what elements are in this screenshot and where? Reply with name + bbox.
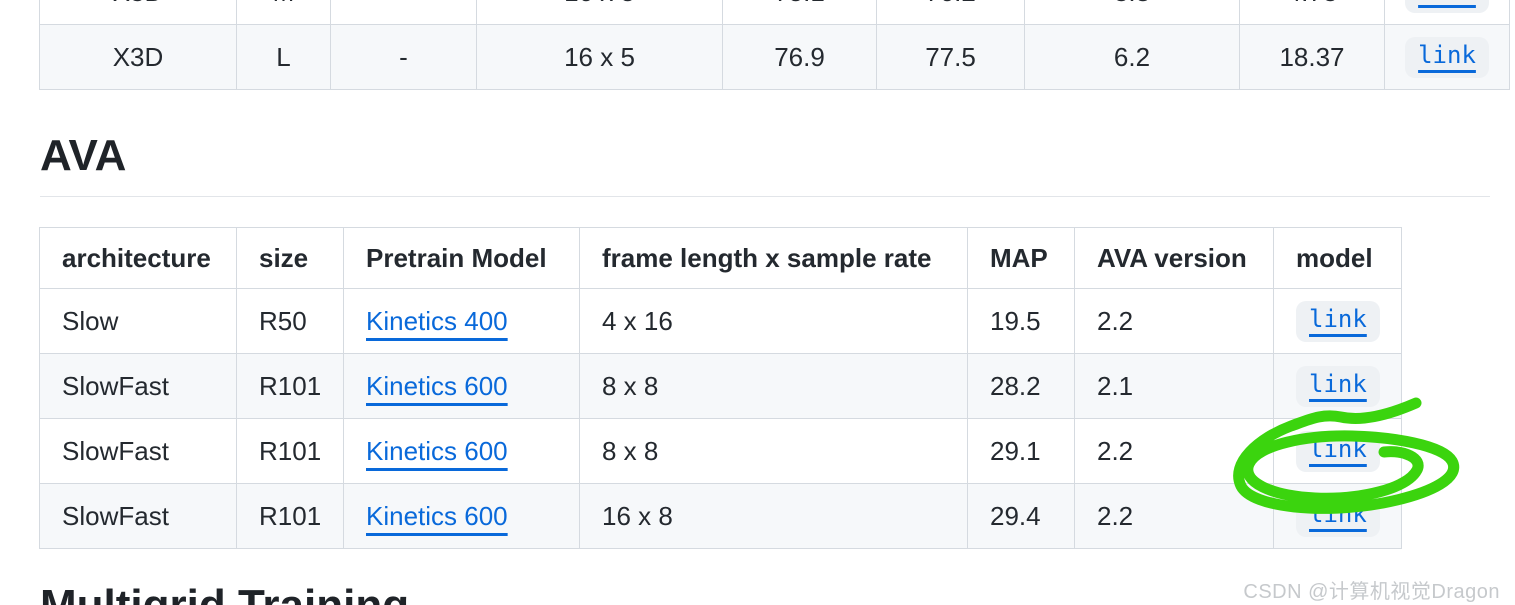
table-row: SlowFast R101 Kinetics 600 8 x 8 29.1 2.… bbox=[39, 418, 1402, 484]
cell-params: 3.8 bbox=[1024, 0, 1240, 25]
cell-map: 29.4 bbox=[967, 483, 1075, 549]
cell-architecture: SlowFast bbox=[39, 353, 237, 419]
cell-ava-version: 2.2 bbox=[1074, 288, 1274, 354]
col-header-pretrain-model: Pretrain Model bbox=[343, 227, 580, 289]
cell-ava-version: 2.2 bbox=[1074, 483, 1274, 549]
cell-architecture: X3D bbox=[39, 24, 237, 90]
section-heading-multigrid: Multigrid Training bbox=[40, 584, 409, 605]
pretrain-model-link[interactable]: Kinetics 600 bbox=[366, 370, 508, 401]
model-link[interactable]: link bbox=[1296, 365, 1380, 407]
csdn-watermark: CSDN @计算机视觉Dragon bbox=[1243, 581, 1500, 603]
cell-architecture: SlowFast bbox=[39, 483, 237, 549]
cell-model: link bbox=[1273, 418, 1402, 484]
cell-frame-rate: 8 x 8 bbox=[579, 418, 968, 484]
cell-top1: 76.9 bbox=[722, 24, 877, 90]
cell-model: link bbox=[1384, 24, 1510, 90]
col-header-frame-length: frame length x sample rate bbox=[579, 227, 968, 289]
cell-pretrain: Kinetics 600 bbox=[343, 483, 580, 549]
table-row: X3D L - 16 x 5 76.9 77.5 6.2 18.37 link bbox=[39, 24, 1510, 90]
cell-pretrain: - bbox=[330, 0, 477, 25]
cell-ava-version: 2.2 bbox=[1074, 418, 1274, 484]
cell-size: R101 bbox=[236, 418, 344, 484]
model-link[interactable]: link bbox=[1296, 495, 1380, 537]
cell-pretrain: - bbox=[330, 24, 477, 90]
cell-top1-30clip: 77.5 bbox=[876, 24, 1025, 90]
cell-flops: 18.37 bbox=[1239, 24, 1385, 90]
col-header-size: size bbox=[236, 227, 344, 289]
cell-map: 29.1 bbox=[967, 418, 1075, 484]
pretrain-model-link[interactable]: Kinetics 600 bbox=[366, 435, 508, 466]
table-row: SlowFast R101 Kinetics 600 16 x 8 29.4 2… bbox=[39, 483, 1402, 549]
cell-frame-rate: 4 x 16 bbox=[579, 288, 968, 354]
cell-map: 28.2 bbox=[967, 353, 1075, 419]
cell-size: M bbox=[236, 0, 331, 25]
col-header-ava-version: AVA version bbox=[1074, 227, 1274, 289]
cell-architecture: Slow bbox=[39, 288, 237, 354]
cell-model: link bbox=[1273, 288, 1402, 354]
cell-frame-rate: 8 x 8 bbox=[579, 353, 968, 419]
cell-size: R101 bbox=[236, 483, 344, 549]
cell-top1: 75.1 bbox=[722, 0, 877, 25]
cell-size: R101 bbox=[236, 353, 344, 419]
pretrain-model-link[interactable]: Kinetics 600 bbox=[366, 500, 508, 531]
pretrain-model-link[interactable]: Kinetics 400 bbox=[366, 305, 508, 336]
cell-params: 6.2 bbox=[1024, 24, 1240, 90]
col-header-architecture: architecture bbox=[39, 227, 237, 289]
model-link-circled[interactable]: link bbox=[1296, 430, 1380, 472]
cell-ava-version: 2.1 bbox=[1074, 353, 1274, 419]
section-heading-ava: AVA bbox=[40, 131, 127, 180]
cell-size: L bbox=[236, 24, 331, 90]
table-row: X3D M - 16 x 5 75.1 76.2 3.8 4.73 link bbox=[39, 0, 1510, 25]
cell-architecture: X3D bbox=[39, 0, 237, 25]
table-header-row: architecture size Pretrain Model frame l… bbox=[39, 227, 1402, 289]
cell-pretrain: Kinetics 400 bbox=[343, 288, 580, 354]
table-row: SlowFast R101 Kinetics 600 8 x 8 28.2 2.… bbox=[39, 353, 1402, 419]
cell-top1-30clip: 76.2 bbox=[876, 0, 1025, 25]
cell-map: 19.5 bbox=[967, 288, 1075, 354]
cell-model: link bbox=[1273, 353, 1402, 419]
model-link[interactable]: link bbox=[1296, 300, 1380, 342]
model-link[interactable]: link bbox=[1405, 36, 1489, 78]
cell-pretrain: Kinetics 600 bbox=[343, 353, 580, 419]
cell-model: link bbox=[1384, 0, 1510, 25]
cell-model: link bbox=[1273, 483, 1402, 549]
cell-pretrain: Kinetics 600 bbox=[343, 418, 580, 484]
cell-frame-rate: 16 x 8 bbox=[579, 483, 968, 549]
col-header-model: model bbox=[1273, 227, 1402, 289]
cell-size: R50 bbox=[236, 288, 344, 354]
cell-frame-rate: 16 x 5 bbox=[476, 24, 723, 90]
cell-flops: 4.73 bbox=[1239, 0, 1385, 25]
cell-architecture: SlowFast bbox=[39, 418, 237, 484]
heading-rule bbox=[40, 196, 1490, 197]
ava-table: architecture size Pretrain Model frame l… bbox=[39, 227, 1402, 549]
table-row: Slow R50 Kinetics 400 4 x 16 19.5 2.2 li… bbox=[39, 288, 1402, 354]
cell-frame-rate: 16 x 5 bbox=[476, 0, 723, 25]
model-link[interactable]: link bbox=[1405, 0, 1489, 13]
col-header-map: MAP bbox=[967, 227, 1075, 289]
kinetics-table: X3D M - 16 x 5 75.1 76.2 3.8 4.73 link X… bbox=[39, 0, 1510, 90]
